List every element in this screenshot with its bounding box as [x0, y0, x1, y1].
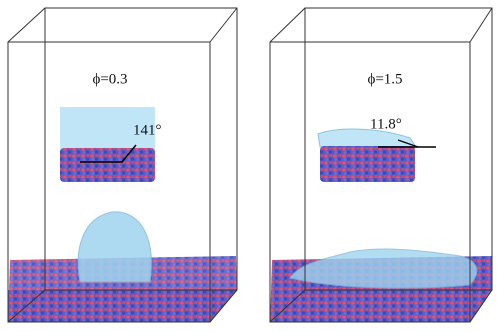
edge — [270, 8, 305, 42]
page: {"panels":[{"label":"ϕ=0.3","angle":"141… — [0, 0, 497, 332]
edge — [210, 8, 237, 42]
angle-label: 141° — [133, 122, 162, 138]
figure: ϕ=0.3 141° ϕ=1.5 11.8° — [0, 0, 497, 332]
inset-slab — [60, 148, 155, 182]
panel-right: ϕ=1.5 11.8° — [270, 8, 492, 322]
spread-film — [290, 249, 477, 288]
panel-left: ϕ=0.3 141° — [8, 8, 237, 322]
phi-label: ϕ=1.5 — [367, 71, 402, 87]
droplet — [78, 212, 151, 282]
edge — [8, 8, 45, 42]
inset-slab — [320, 146, 415, 182]
phi-label: ϕ=0.3 — [92, 71, 127, 87]
angle-label: 11.8° — [370, 116, 402, 132]
edge — [470, 8, 492, 42]
